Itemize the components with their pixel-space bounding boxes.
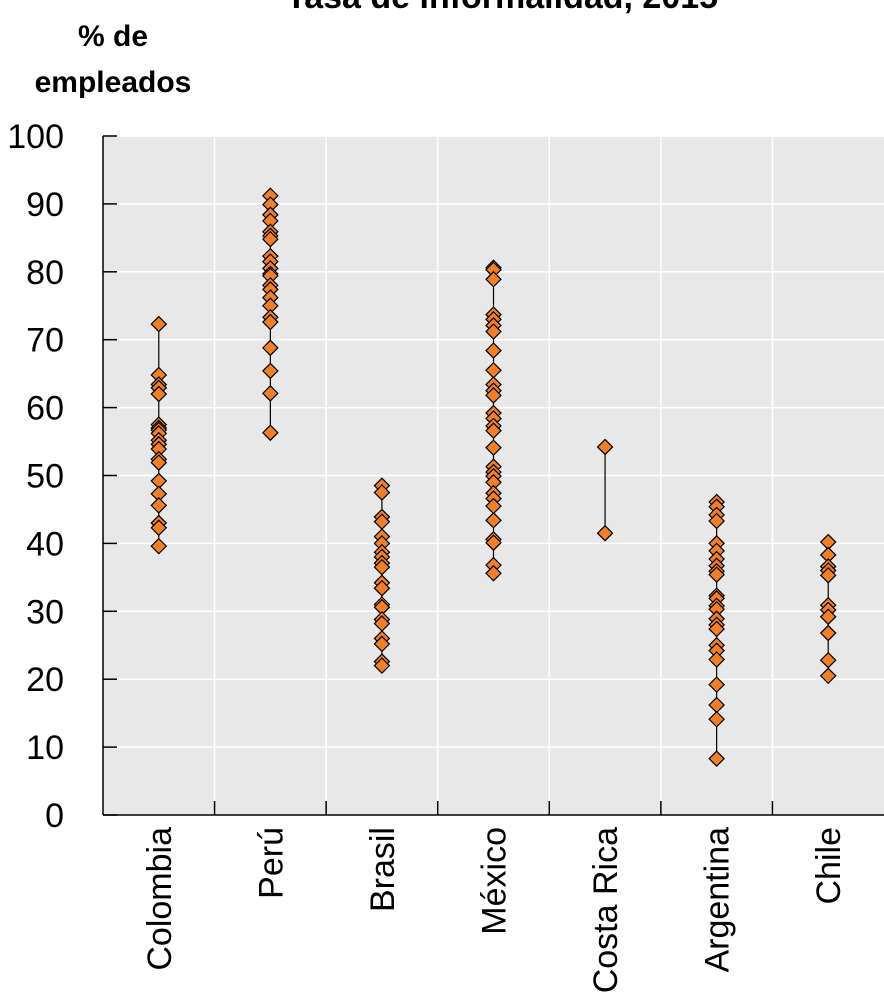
y-tick-label-60: 60 (26, 390, 64, 428)
y-tick-label-80: 80 (26, 254, 64, 292)
data-point (262, 339, 279, 357)
x-tick-labels: Colombia Perú Brasil México Costa Rica Argent… (141, 827, 848, 993)
y-tick-label-10: 10 (26, 729, 64, 767)
x-tick-label-3: México (476, 827, 514, 935)
y-tick-label-0: 0 (45, 797, 64, 835)
gridlines (103, 135, 884, 815)
x-tick-label-2: Brasil (364, 827, 402, 912)
data-point (708, 620, 725, 638)
data-point (373, 484, 391, 501)
data-point (485, 270, 502, 288)
data-point (262, 313, 279, 331)
data-point (485, 511, 502, 529)
data-point (596, 524, 614, 542)
data-point (150, 315, 168, 333)
x-tick-label-1: Perú (252, 827, 290, 899)
data-point (708, 512, 725, 530)
data-point (819, 608, 837, 626)
data-point (485, 439, 502, 457)
data-point (485, 422, 502, 440)
data-point (150, 497, 168, 514)
x-tick-label-5: Argentina (699, 827, 737, 973)
data-point (819, 566, 837, 584)
data-point (819, 667, 837, 685)
y-tick-label-20: 20 (26, 661, 64, 699)
data-point (708, 651, 725, 668)
data-point (262, 384, 279, 402)
data-point (708, 750, 725, 767)
y-tick-labels: 0 10 20 30 40 50 60 70 80 90 100 (7, 118, 64, 835)
data-point (373, 657, 391, 674)
x-tick-label-0: Colombia (141, 827, 179, 971)
data-point (150, 519, 168, 537)
x-tick-label-4: Costa Rica (587, 827, 625, 993)
axes (102, 135, 884, 816)
data-markers (150, 187, 837, 767)
y-tick-label-50: 50 (26, 458, 64, 496)
data-point (150, 537, 168, 555)
data-point (708, 676, 725, 693)
data-point (150, 385, 168, 403)
data-point (485, 564, 502, 582)
x-tick-label-6: Chile (810, 827, 848, 904)
data-point (373, 579, 391, 597)
data-point (262, 230, 279, 248)
y-axis-label-line-2: empleados (34, 66, 192, 99)
data-point (485, 342, 502, 359)
y-axis-label-line-1: % de (77, 20, 149, 53)
data-point (262, 362, 279, 380)
data-point (373, 635, 391, 653)
data-point (262, 424, 279, 442)
data-point (485, 323, 502, 340)
data-point (708, 566, 725, 583)
y-tick-label-40: 40 (26, 525, 64, 563)
data-point (596, 438, 614, 456)
data-point (485, 387, 502, 404)
y-tick-label-100: 100 (7, 118, 64, 156)
data-point (150, 454, 168, 471)
data-point (485, 534, 502, 552)
y-axis-label: % de empleados (18, 14, 208, 106)
y-tick-label-90: 90 (26, 186, 64, 224)
y-tick-label-30: 30 (26, 593, 64, 631)
chart-title: Tasa de informalidad, 2015 (0, 0, 884, 17)
data-point (819, 624, 837, 642)
data-point (708, 710, 725, 728)
y-tick-label-70: 70 (26, 322, 64, 360)
